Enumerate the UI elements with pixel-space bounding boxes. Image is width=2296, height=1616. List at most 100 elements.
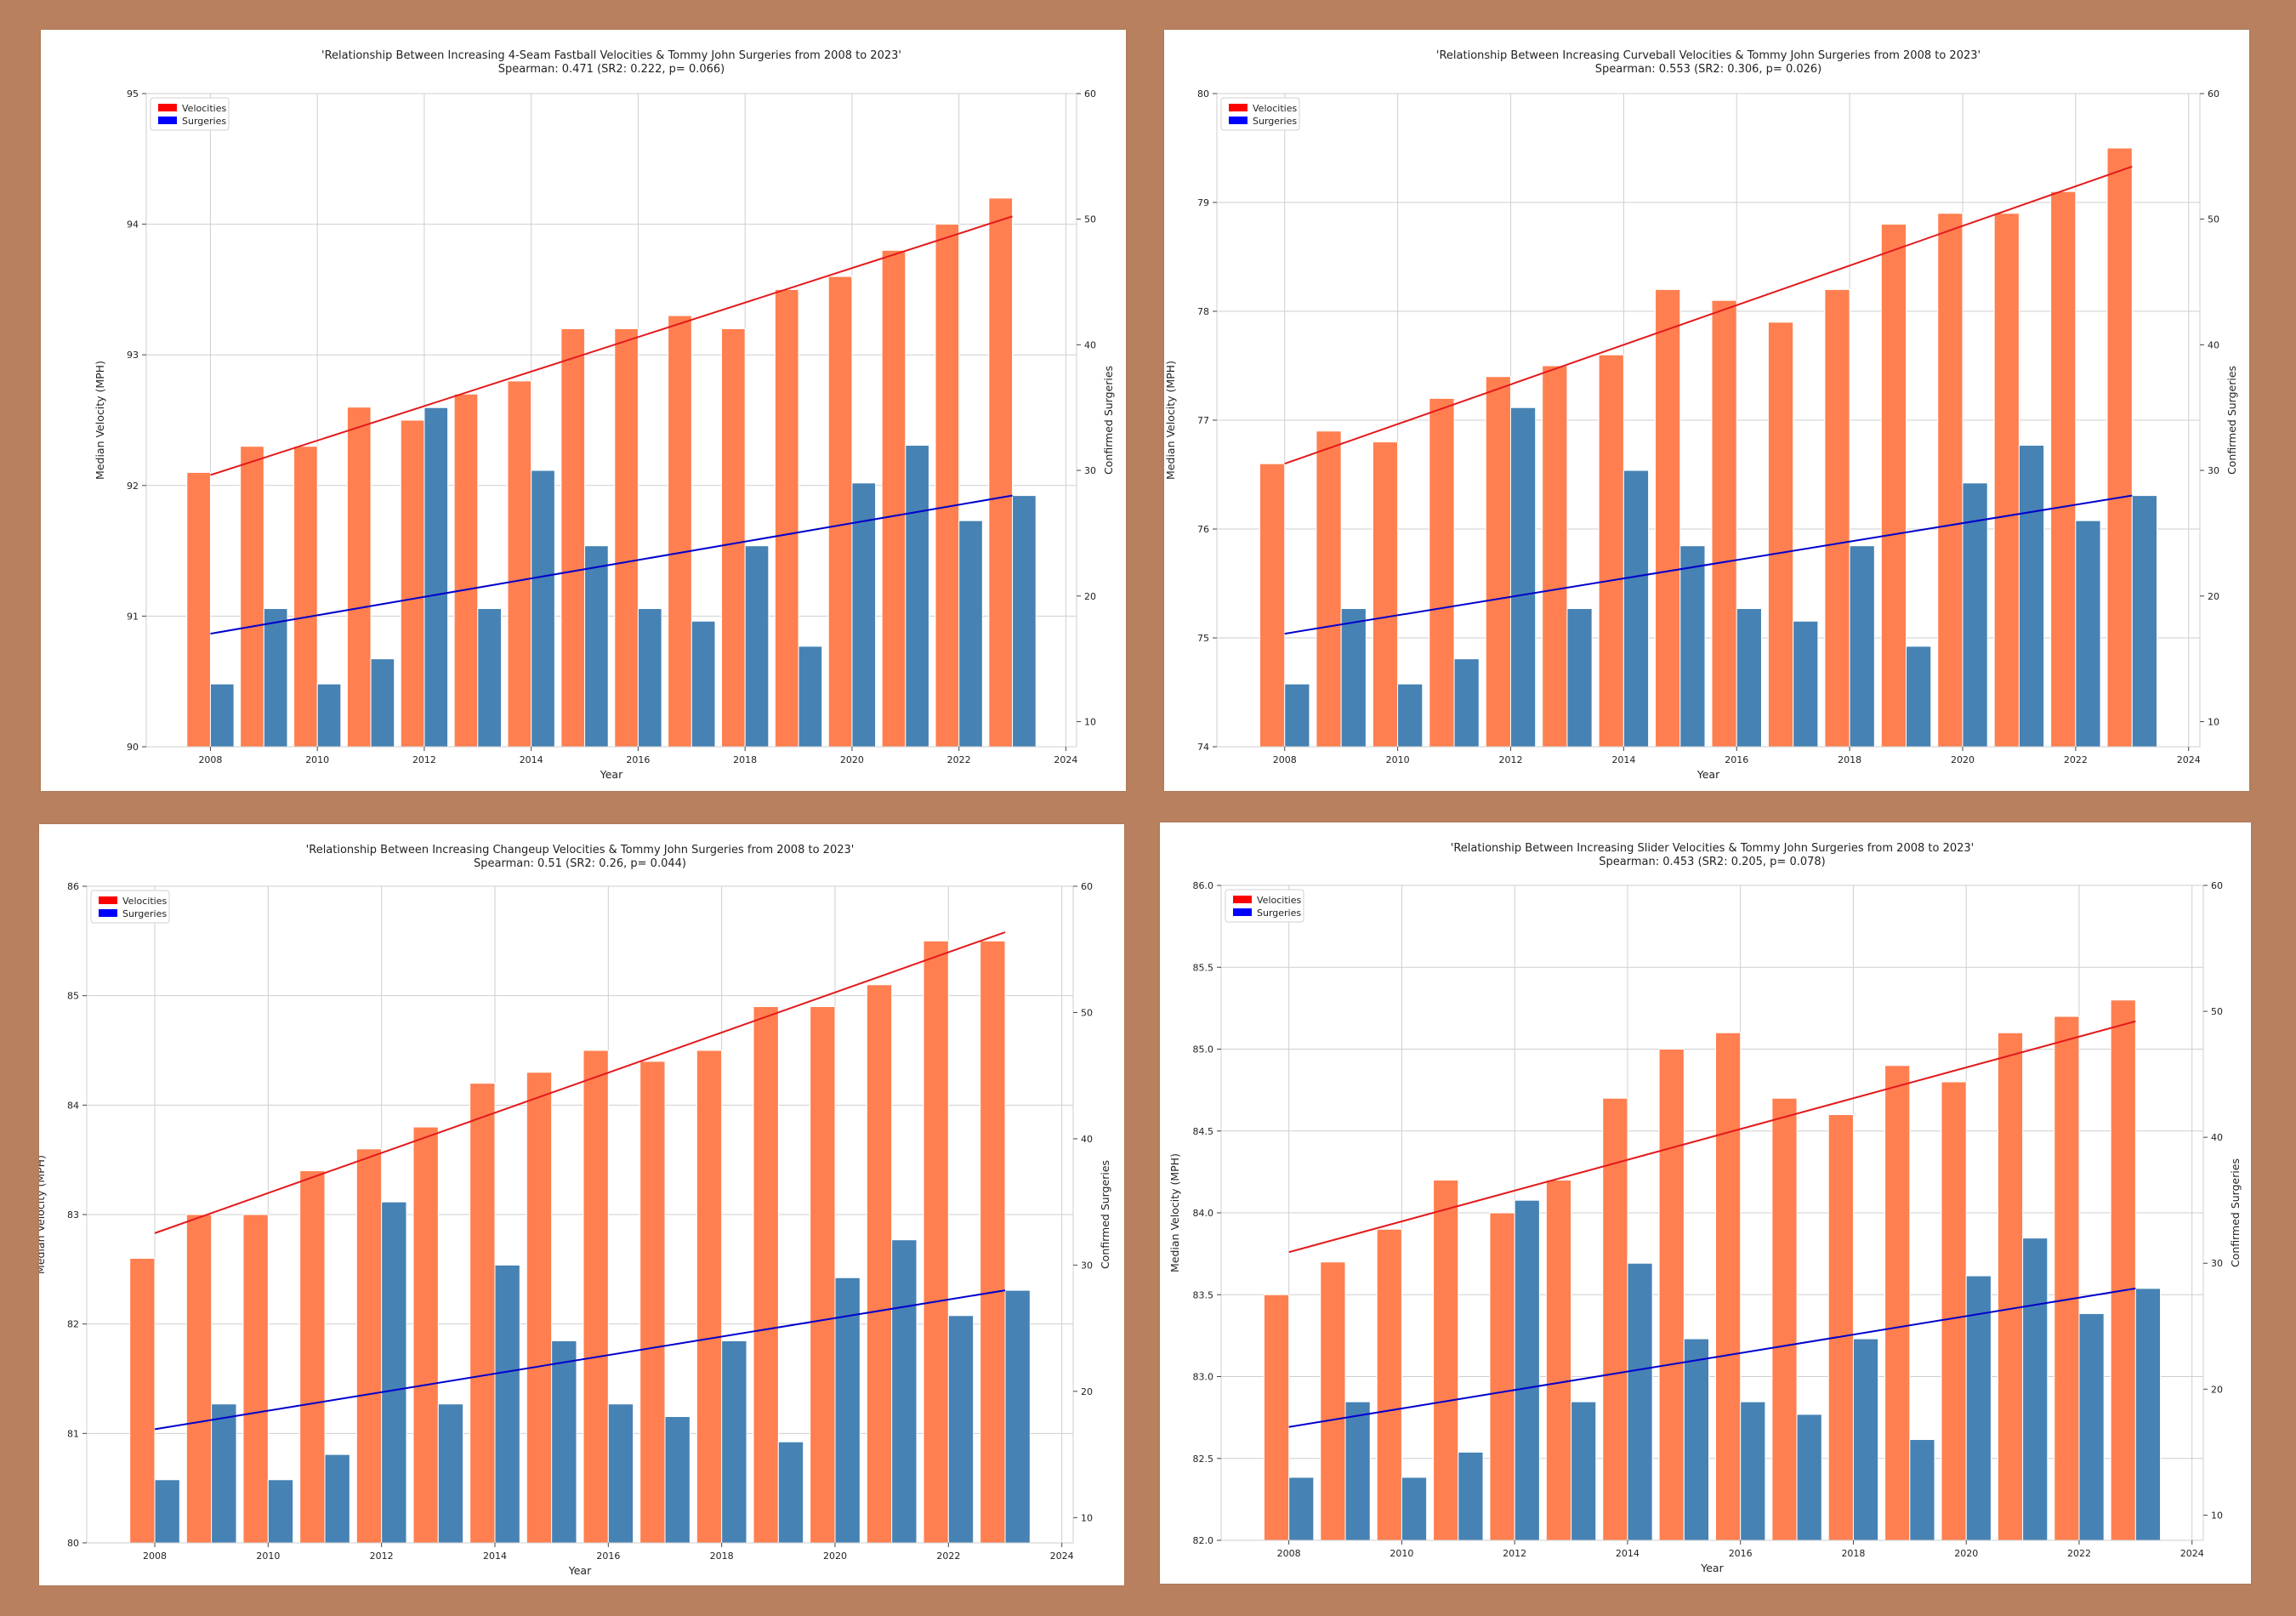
x-tick-label: 2012 (412, 754, 436, 765)
y-tick-label: 86.0 (1193, 880, 1214, 891)
y-tick-label: 92 (127, 481, 139, 492)
chart-slider: 'Relationship Between Increasing Slider … (1168, 842, 2242, 1574)
legend-velocity-label: Velocities (1253, 103, 1297, 114)
legend-surgery-label: Surgeries (1257, 908, 1301, 919)
x-axis-label: Year (1700, 1562, 1724, 1574)
x-axis-label: Year (1696, 768, 1720, 781)
velocity-bar (1598, 354, 1624, 748)
x-tick-label: 2014 (483, 1551, 507, 1562)
chart-panel-curveball: 'Relationship Between Increasing Curveba… (1164, 30, 2249, 791)
x-tick-label: 2024 (1050, 1551, 1074, 1562)
chart-title: 'Relationship Between Increasing Curveba… (1436, 49, 1981, 62)
velocity-bar (242, 1214, 269, 1544)
y2-tick-label: 40 (1081, 1134, 1093, 1145)
y2-tick-label: 30 (2208, 465, 2219, 476)
y-tick-label: 95 (127, 88, 139, 100)
velocity-bar (696, 1050, 723, 1544)
velocity-bar (355, 1148, 383, 1544)
y-tick-label: 85 (67, 991, 79, 1002)
velocity-bar (1993, 213, 2020, 748)
legend-velocity-swatch (158, 104, 177, 111)
y2-tick-label: 50 (1081, 1007, 1093, 1018)
x-tick-label: 2024 (1054, 754, 1077, 765)
y2-tick-label: 40 (1084, 339, 1096, 350)
surgery-bar (1458, 1451, 1484, 1541)
chart-subtitle: Spearman: 0.471 (SR2: 0.222, p= 0.066) (498, 63, 725, 76)
x-tick-label: 2020 (840, 754, 864, 765)
legend-surgery-swatch (99, 909, 117, 917)
x-tick-label: 2018 (733, 754, 757, 765)
velocity-bar (1602, 1097, 1628, 1541)
surgery-bar (947, 1315, 975, 1544)
velocity-bar (639, 1061, 666, 1544)
velocity-trendline (1288, 1020, 2136, 1254)
y2-tick-label: 30 (2211, 1258, 2223, 1269)
velocity-bar (412, 1126, 439, 1544)
y-tick-label: 90 (127, 742, 139, 753)
surgery-bar (1401, 1477, 1428, 1541)
surgery-bar (370, 658, 395, 748)
velocity-bar (1485, 376, 1511, 748)
velocity-bar (2050, 191, 2077, 748)
velocity-bar (935, 224, 960, 748)
x-tick-label: 2018 (710, 1551, 734, 1562)
x-tick-label: 2022 (947, 754, 971, 765)
velocity-bar (980, 940, 1006, 1544)
velocity-bar (1997, 1032, 2024, 1541)
velocity-bar (753, 1006, 779, 1544)
velocity-bar (1263, 1294, 1290, 1541)
y-tick-label: 75 (1197, 633, 1209, 644)
surgery-bar (2134, 1288, 2162, 1541)
x-tick-label: 2010 (256, 1551, 280, 1562)
y-tick-label: 80 (1197, 88, 1209, 100)
x-tick-label: 2022 (2067, 1548, 2091, 1559)
surgery-bar (1740, 1401, 1766, 1541)
x-tick-label: 2022 (2064, 754, 2088, 765)
x-tick-label: 2010 (1386, 754, 1410, 765)
x-tick-label: 2010 (305, 754, 329, 765)
legend: Velocities Surgeries (1225, 889, 1304, 923)
surgery-bar (316, 683, 342, 748)
y-axis-label: Median Velocity (MPH) (1168, 1153, 1181, 1272)
chart-panel-fastball: 'Relationship Between Increasing 4-Seam … (41, 30, 1126, 791)
surgery-bar (1796, 1414, 1822, 1541)
surgery-bar (1852, 1338, 1879, 1541)
surgery-bar (1623, 469, 1650, 748)
y2-tick-label: 30 (1084, 465, 1096, 476)
y-tick-label: 82.0 (1193, 1535, 1214, 1546)
surgery-bar (851, 482, 877, 748)
surgery-bar (477, 608, 502, 748)
velocity-bar (1771, 1097, 1798, 1541)
y2-tick-label: 20 (2208, 591, 2219, 602)
surgery-bar (423, 407, 449, 748)
velocity-bar (400, 419, 425, 748)
velocity-bar (923, 940, 949, 1544)
y2-tick-label: 30 (1081, 1260, 1093, 1271)
velocity-bar (560, 327, 586, 748)
legend-surgery-label: Surgeries (182, 116, 226, 127)
y-tick-label: 82 (67, 1319, 79, 1330)
surgery-bar (637, 608, 662, 748)
velocity-bar (583, 1050, 609, 1544)
x-tick-label: 2020 (1954, 1548, 1978, 1559)
surgery-bar (1004, 1289, 1031, 1544)
y2-axis-label: Confirmed Surgeries (1099, 1160, 1111, 1269)
velocity-bar (186, 471, 211, 748)
legend-velocity-label: Velocities (182, 103, 226, 114)
x-tick-label: 2012 (1503, 1548, 1526, 1559)
surgery-bar (1288, 1477, 1315, 1541)
y-tick-label: 84.0 (1193, 1208, 1214, 1219)
x-tick-label: 2010 (1390, 1548, 1413, 1559)
velocity-bar (346, 407, 372, 748)
x-tick-label: 2008 (143, 1551, 167, 1562)
surgery-bar (744, 545, 770, 748)
y-tick-label: 83 (67, 1209, 79, 1221)
legend-velocity-swatch (1229, 104, 1247, 111)
surgery-bar (2022, 1238, 2049, 1541)
velocity-bar (1429, 397, 1455, 748)
surgery-bar (1344, 1401, 1371, 1541)
chart-title: 'Relationship Between Increasing 4-Seam … (321, 49, 901, 62)
chart-panel-changeup: 'Relationship Between Increasing Changeu… (39, 824, 1124, 1585)
legend-surgery-label: Surgeries (122, 908, 167, 919)
y2-tick-label: 40 (2208, 339, 2219, 350)
